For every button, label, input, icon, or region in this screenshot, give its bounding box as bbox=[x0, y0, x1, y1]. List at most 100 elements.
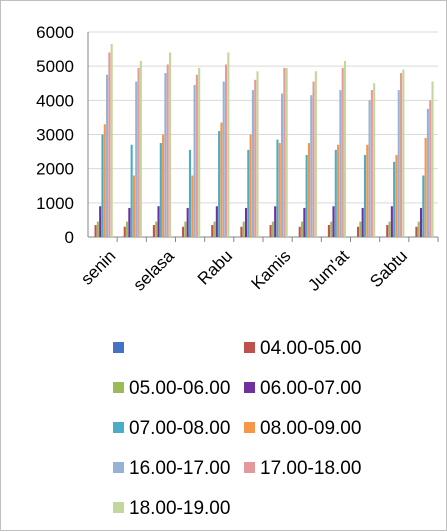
bar bbox=[361, 207, 364, 237]
bar bbox=[103, 124, 106, 237]
bar bbox=[271, 221, 274, 237]
bar bbox=[431, 81, 434, 238]
bar bbox=[303, 207, 306, 237]
bar bbox=[393, 161, 396, 237]
bar bbox=[162, 134, 165, 237]
bar bbox=[339, 90, 342, 237]
bar bbox=[314, 71, 317, 238]
bar bbox=[400, 73, 403, 237]
bar bbox=[343, 61, 347, 237]
bar bbox=[106, 74, 109, 237]
bar bbox=[99, 206, 102, 237]
x-tick-label: selasa bbox=[130, 246, 179, 295]
bar bbox=[424, 137, 427, 237]
bar bbox=[341, 67, 344, 237]
bar bbox=[278, 143, 281, 237]
legend-swatch bbox=[244, 422, 255, 433]
bar bbox=[220, 122, 223, 237]
bar bbox=[332, 206, 335, 237]
y-axis-ticks: 0 1000 2000 3000 4000 5000 6000 bbox=[36, 23, 74, 247]
bar bbox=[191, 175, 194, 237]
bar bbox=[298, 226, 301, 237]
legend-swatch bbox=[244, 462, 255, 473]
bar bbox=[274, 206, 277, 237]
bar bbox=[123, 226, 126, 237]
bar bbox=[373, 83, 376, 237]
bar bbox=[283, 67, 286, 237]
bar bbox=[269, 225, 272, 237]
legend-label: 05.00-06.00 bbox=[129, 378, 230, 399]
axes bbox=[87, 32, 439, 242]
bar bbox=[327, 225, 330, 237]
bar bbox=[186, 207, 189, 237]
bar bbox=[312, 81, 315, 238]
bar bbox=[402, 69, 405, 237]
legend-swatch bbox=[113, 462, 124, 473]
bar bbox=[164, 73, 167, 237]
bar bbox=[159, 143, 162, 237]
bar bbox=[130, 144, 133, 237]
gridlines bbox=[88, 31, 438, 204]
bar bbox=[301, 221, 304, 237]
bar bbox=[359, 221, 362, 237]
x-tick-label: Sabtu bbox=[366, 246, 411, 291]
bar bbox=[426, 108, 429, 237]
bar bbox=[215, 206, 218, 237]
bar bbox=[417, 221, 420, 237]
bar bbox=[415, 226, 418, 237]
bar bbox=[152, 225, 155, 237]
bar bbox=[242, 221, 245, 237]
bar bbox=[388, 221, 391, 237]
bar bbox=[157, 206, 160, 237]
y-tick-label: 0 bbox=[65, 228, 74, 247]
bar bbox=[193, 84, 196, 237]
bar bbox=[386, 225, 389, 237]
legend-swatch bbox=[113, 502, 124, 513]
bar bbox=[137, 67, 140, 237]
bar bbox=[307, 143, 310, 237]
bar bbox=[94, 225, 97, 237]
legend-swatch bbox=[113, 382, 124, 393]
bar bbox=[155, 221, 158, 237]
y-tick-label: 3000 bbox=[36, 126, 74, 145]
legend-swatch bbox=[244, 342, 255, 353]
x-axis-ticks: senin selasa Rabu Kamis Jum'at Sabtu bbox=[77, 246, 411, 295]
bar bbox=[211, 225, 214, 237]
bar bbox=[330, 221, 333, 237]
bar bbox=[337, 144, 340, 237]
x-tick-label: Jum'at bbox=[304, 246, 353, 295]
bar bbox=[126, 221, 129, 237]
bar bbox=[251, 90, 254, 237]
legend-label: 16.00-17.00 bbox=[129, 458, 230, 479]
bar bbox=[254, 79, 257, 237]
bar bbox=[184, 221, 187, 237]
bar bbox=[128, 207, 131, 237]
bar bbox=[139, 61, 142, 237]
legend-label: 06.00-07.00 bbox=[260, 378, 361, 399]
legend: 04.00-05.00 05.00-06.00 06.00-07.00 07.00-0… bbox=[113, 338, 361, 519]
bar bbox=[101, 134, 104, 237]
bar bbox=[240, 226, 243, 237]
bar bbox=[357, 226, 360, 237]
y-tick-label: 6000 bbox=[36, 23, 74, 42]
bar bbox=[182, 226, 185, 237]
bar bbox=[419, 207, 423, 237]
bar bbox=[96, 221, 99, 237]
bar bbox=[397, 90, 400, 237]
bar bbox=[135, 81, 138, 238]
bar bbox=[198, 67, 201, 237]
bar bbox=[108, 52, 111, 237]
bar bbox=[429, 100, 432, 237]
bar bbox=[395, 155, 398, 237]
legend-label: 17.00-18.00 bbox=[260, 458, 361, 479]
x-tick-label: Kamis bbox=[248, 246, 295, 293]
legend-label: 04.00-05.00 bbox=[260, 338, 361, 359]
bar bbox=[305, 155, 308, 237]
legend-swatch bbox=[244, 382, 255, 393]
bar bbox=[227, 52, 230, 237]
bar bbox=[195, 74, 198, 237]
bar bbox=[370, 90, 373, 237]
bar bbox=[422, 175, 425, 237]
